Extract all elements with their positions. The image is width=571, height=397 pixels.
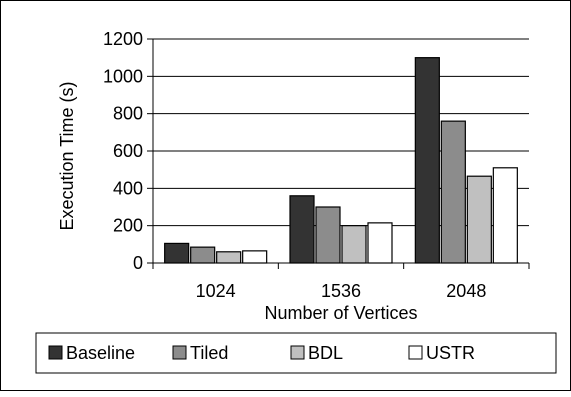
legend-label: Baseline [66, 343, 135, 363]
bar-bdl-2048 [466, 175, 492, 264]
legend: Baseline Tiled BDL USTR [35, 332, 557, 374]
y-tick-label: 200 [113, 216, 143, 236]
legend-swatch [48, 345, 63, 360]
tick-labels: 0 200 400 600 800 1000 1200 1024 1536 2048 [103, 29, 486, 301]
bar-ustr-1536 [367, 222, 393, 264]
bar-baseline-1024 [164, 242, 190, 264]
legend-item-bdl: BDL [290, 343, 343, 363]
y-tick-label: 800 [113, 104, 143, 124]
x-tick-label: 1536 [321, 281, 361, 301]
y-tick-label: 0 [133, 253, 143, 273]
x-axis-title: Number of Vertices [264, 303, 417, 323]
legend-swatch [408, 345, 423, 360]
y-tick-label: 400 [113, 178, 143, 198]
axes [147, 38, 530, 269]
x-tick-label: 1024 [196, 281, 236, 301]
legend-item-tiled: Tiled [172, 343, 228, 363]
y-tick-label: 1000 [103, 66, 143, 86]
legend-label: USTR [426, 343, 475, 363]
legend-label: BDL [308, 343, 343, 363]
y-tick-label: 600 [113, 141, 143, 161]
legend-label: Tiled [190, 343, 228, 363]
legend-item-baseline: Baseline [48, 343, 135, 363]
bar-tiled-2048 [440, 120, 466, 264]
legend-swatch [172, 345, 187, 360]
y-axis-title: Execution Time (s) [57, 81, 77, 230]
bars [164, 57, 518, 264]
y-tick-label: 1200 [103, 29, 143, 49]
gridlines [153, 38, 529, 227]
bar-ustr-1024 [242, 250, 268, 264]
bar-baseline-1536 [289, 195, 315, 264]
x-tick-label: 2048 [446, 281, 486, 301]
legend-item-ustr: USTR [408, 343, 475, 363]
bar-ustr-2048 [492, 167, 518, 264]
bar-bdl-1536 [341, 225, 367, 264]
bar-bdl-1024 [216, 251, 242, 264]
bar-baseline-2048 [414, 57, 440, 264]
bar-tiled-1024 [190, 246, 216, 264]
legend-swatch [290, 345, 305, 360]
bar-tiled-1536 [315, 206, 341, 264]
